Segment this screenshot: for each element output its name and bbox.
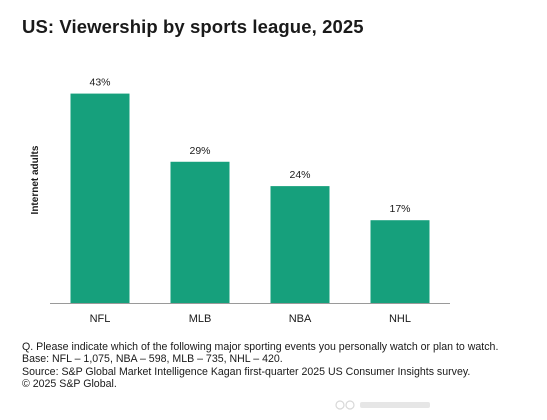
data-label-nfl: 43% [89, 77, 110, 89]
x-tick-label-nba: NBA [289, 313, 312, 325]
data-label-mlb: 29% [189, 145, 210, 157]
x-tick-label-mlb: MLB [189, 313, 212, 325]
x-tick-label-nhl: NHL [389, 313, 411, 325]
chart-title: US: Viewership by sports league, 2025 [22, 16, 364, 37]
data-label-nhl: 17% [389, 203, 410, 215]
bar-nba [270, 186, 330, 303]
bar-chart: Internet adults 43% NFL 29% MLB 24% NBA 17% NHL [30, 77, 450, 325]
question-note: Q. Please indicate which of the followin… [22, 341, 499, 353]
base-note: Base: NFL – 1,075, NBA – 598, MLB – 735,… [22, 353, 283, 366]
bar-mlb [170, 161, 230, 303]
y-axis-label: Internet adults [30, 145, 41, 214]
chart-notes: Q. Please indicate which of the followin… [22, 341, 522, 391]
copyright-note: © 2025 S&P Global. [22, 378, 117, 391]
bar-nfl [70, 93, 130, 303]
watermark-graphic [335, 400, 430, 410]
x-tick-label-nfl: NFL [90, 313, 111, 325]
source-note: Source: S&P Global Market Intelligence K… [22, 365, 471, 378]
data-label-nba: 24% [289, 169, 310, 181]
bar-nhl [370, 220, 430, 303]
